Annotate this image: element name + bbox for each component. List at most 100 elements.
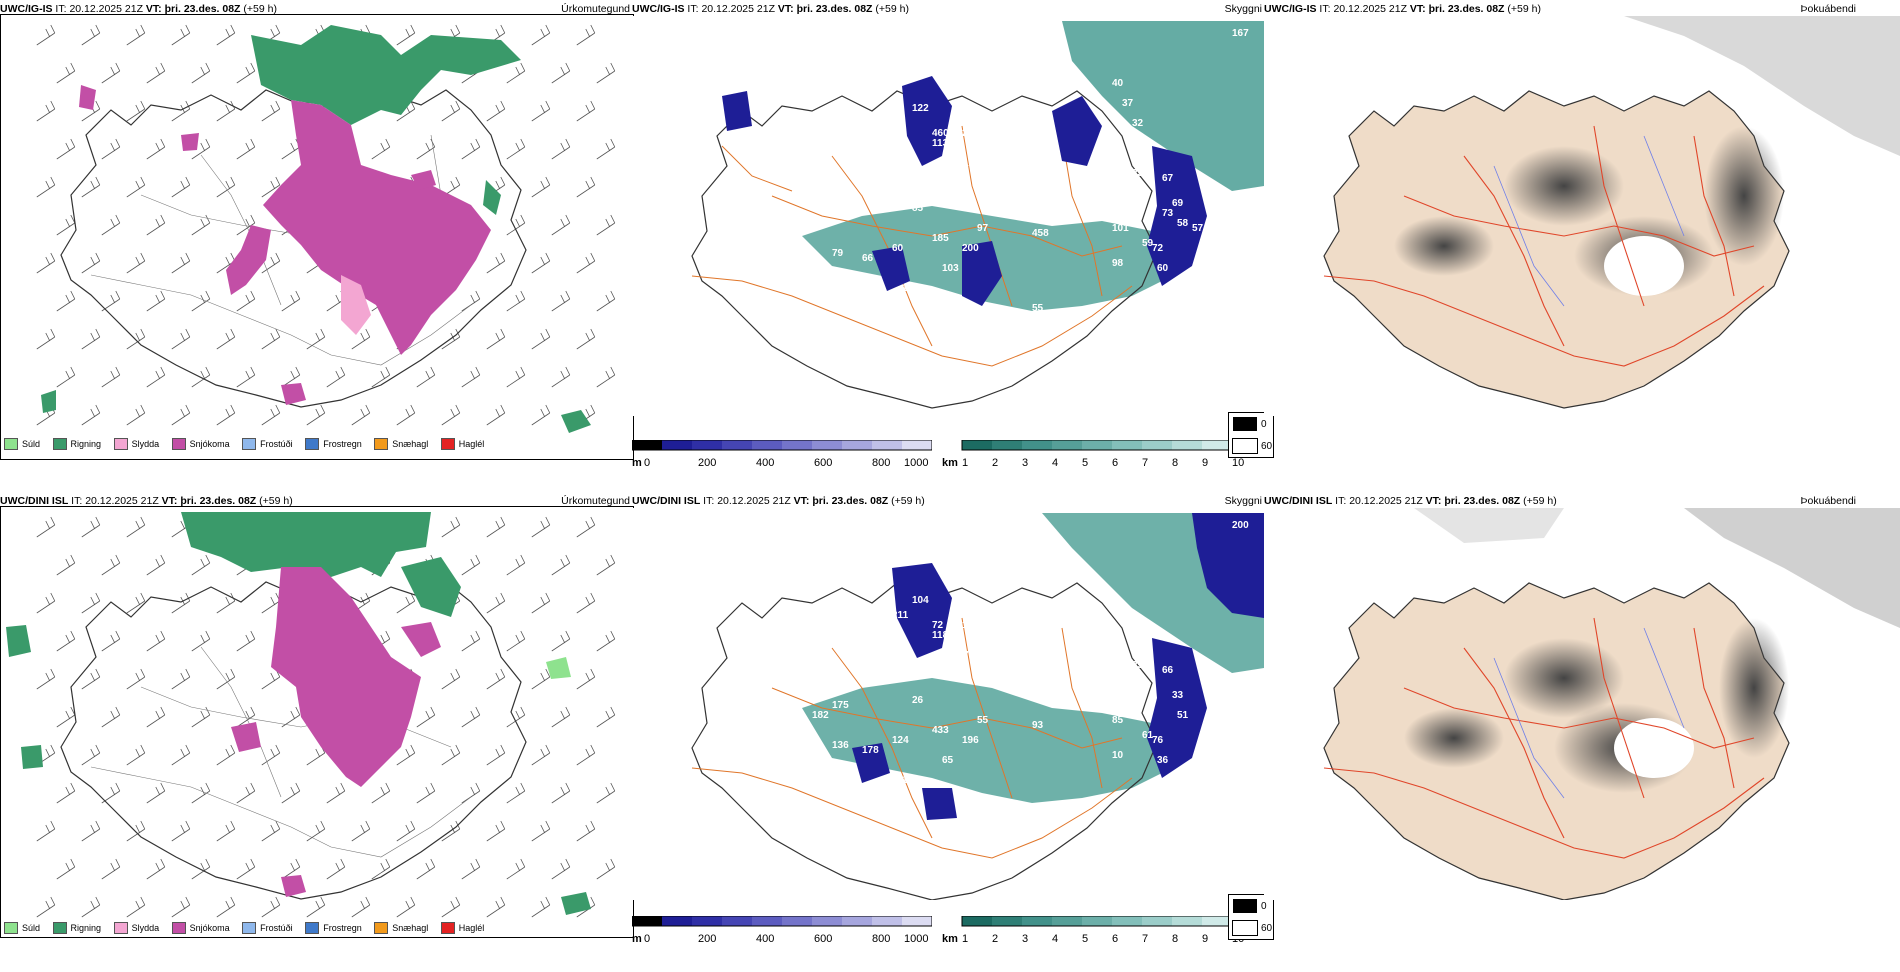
fog-swatch-low bbox=[1233, 417, 1257, 431]
panel-title: Þokuábendi bbox=[1800, 3, 1856, 15]
vt-value: þri. 23.des. 08Z bbox=[1444, 495, 1521, 507]
snow-nw-1 bbox=[79, 85, 96, 110]
it-value: 20.12.2025 21Z bbox=[1333, 3, 1407, 15]
vt-label: VT: bbox=[1425, 495, 1442, 507]
wind-barb bbox=[56, 214, 76, 236]
wind-barb bbox=[36, 896, 56, 918]
ceiling-unit: m bbox=[632, 933, 642, 945]
cloud-base-label: 31 bbox=[892, 158, 904, 169]
wind-barb bbox=[551, 706, 571, 728]
cloud-base-label: 182 bbox=[812, 710, 829, 721]
tick: 4 bbox=[1052, 933, 1059, 945]
wind-barb bbox=[261, 328, 281, 350]
cloud-base-label: 32 bbox=[1132, 118, 1144, 129]
cloud-base-label: 183 bbox=[962, 620, 979, 631]
wind-barb bbox=[306, 328, 326, 350]
wind-barb bbox=[551, 554, 571, 576]
wind-barb bbox=[236, 62, 256, 84]
wind-barb bbox=[236, 858, 256, 880]
wind-barb bbox=[191, 214, 211, 236]
vt-value: þri. 23.des. 08Z bbox=[812, 495, 889, 507]
wind-barb bbox=[56, 366, 76, 388]
legend-item: Rigning bbox=[52, 438, 101, 450]
wind-barb bbox=[486, 100, 506, 122]
wind-barb bbox=[191, 706, 211, 728]
wind-barb bbox=[81, 592, 101, 614]
cloud-base-label: 150 bbox=[902, 775, 919, 786]
vt-value: þri. 23.des. 08Z bbox=[180, 495, 257, 507]
fog-swatch-low bbox=[1233, 899, 1257, 913]
cloud-base-label: 200 bbox=[1232, 520, 1249, 531]
cloud-base-label: 79 bbox=[832, 248, 844, 259]
wind-barb bbox=[551, 366, 571, 388]
swatch-hail bbox=[440, 438, 455, 450]
wind-barb bbox=[81, 252, 101, 274]
tick: 3 bbox=[1022, 457, 1029, 469]
wind-barb bbox=[101, 366, 121, 388]
cloud-base-label: 61 bbox=[1142, 730, 1154, 741]
cloud-base-label: 347 bbox=[952, 650, 969, 661]
wind-barb bbox=[81, 516, 101, 538]
wind-barb bbox=[506, 62, 526, 84]
cloud-base-label: 236 bbox=[1012, 193, 1029, 204]
it-value: 20.12.2025 21Z bbox=[69, 3, 143, 15]
tick: 0 bbox=[644, 933, 651, 945]
model-name: UWC/DINI ISL bbox=[1264, 495, 1333, 507]
wind-barb bbox=[146, 138, 166, 160]
forecast-row-dini: UWC/DINI ISL IT: 20.12.2025 21Z VT: þri.… bbox=[0, 492, 1900, 972]
precip-map bbox=[0, 506, 634, 938]
wind-barb bbox=[281, 290, 301, 312]
tick: 9 bbox=[1202, 933, 1209, 945]
wind-barb bbox=[486, 592, 506, 614]
tick: 6 bbox=[1112, 457, 1119, 469]
panel-title: Úrkomutegund bbox=[561, 495, 630, 507]
tick: 400 bbox=[756, 457, 775, 469]
cloud-base-label: 113 bbox=[932, 138, 949, 149]
wind-barb bbox=[126, 744, 146, 766]
visibility-colorbar-ticks: km 1 2 3 4 5 6 7 8 9 10 bbox=[942, 457, 1264, 471]
wind-barb bbox=[81, 744, 101, 766]
wind-barb bbox=[306, 896, 326, 918]
tick: 7 bbox=[1142, 457, 1149, 469]
panel-title: Úrkomutegund bbox=[561, 3, 630, 15]
wind-barb bbox=[56, 630, 76, 652]
wind-barb bbox=[126, 592, 146, 614]
cloud-base-label: 167 bbox=[1232, 28, 1249, 39]
wind-barb bbox=[596, 782, 616, 804]
wind-barb bbox=[56, 782, 76, 804]
swatch-sleet bbox=[113, 922, 128, 934]
wind-barb bbox=[396, 744, 416, 766]
wind-barb bbox=[101, 630, 121, 652]
panel-title: Þokuábendi bbox=[1800, 495, 1856, 507]
wind-barb bbox=[576, 592, 596, 614]
snow-south bbox=[281, 875, 306, 897]
panel-header: UWC/DINI ISL IT: 20.12.2025 21Z VT: þri.… bbox=[632, 492, 1264, 510]
wind-barb bbox=[486, 744, 506, 766]
rain-area-north bbox=[251, 25, 521, 125]
precip-type-panel: UWC/IG-IS IT: 20.12.2025 21Z VT: þri. 23… bbox=[0, 0, 634, 470]
wind-barb bbox=[506, 554, 526, 576]
fog-legend: 0 60 bbox=[1228, 894, 1274, 940]
wind-barb bbox=[306, 820, 326, 842]
wind-barb bbox=[486, 404, 506, 426]
cloud-base-label: 104 bbox=[912, 595, 929, 606]
wind-barb bbox=[101, 138, 121, 160]
tick: 6 bbox=[1112, 933, 1119, 945]
visibility-area-ne bbox=[1062, 21, 1264, 191]
panel-header: UWC/IG-IS IT: 20.12.2025 21Z VT: þri. 23… bbox=[632, 0, 1264, 18]
it-label: IT: bbox=[55, 3, 67, 15]
legend-item: Súld bbox=[4, 438, 40, 450]
fog-map bbox=[1264, 16, 1900, 416]
cloud-area-far-ne bbox=[1192, 513, 1264, 618]
lead-time: (+59 h) bbox=[1507, 3, 1541, 15]
cloud-base-label: 211 bbox=[892, 610, 909, 621]
wind-barb bbox=[576, 176, 596, 198]
wind-barb bbox=[531, 896, 551, 918]
visibility-unit: km bbox=[942, 457, 958, 469]
wind-barb bbox=[261, 896, 281, 918]
wind-barb bbox=[461, 858, 481, 880]
wind-barb bbox=[596, 138, 616, 160]
forecast-row-igis: UWC/IG-IS IT: 20.12.2025 21Z VT: þri. 23… bbox=[0, 0, 1900, 480]
wind-barb bbox=[146, 214, 166, 236]
